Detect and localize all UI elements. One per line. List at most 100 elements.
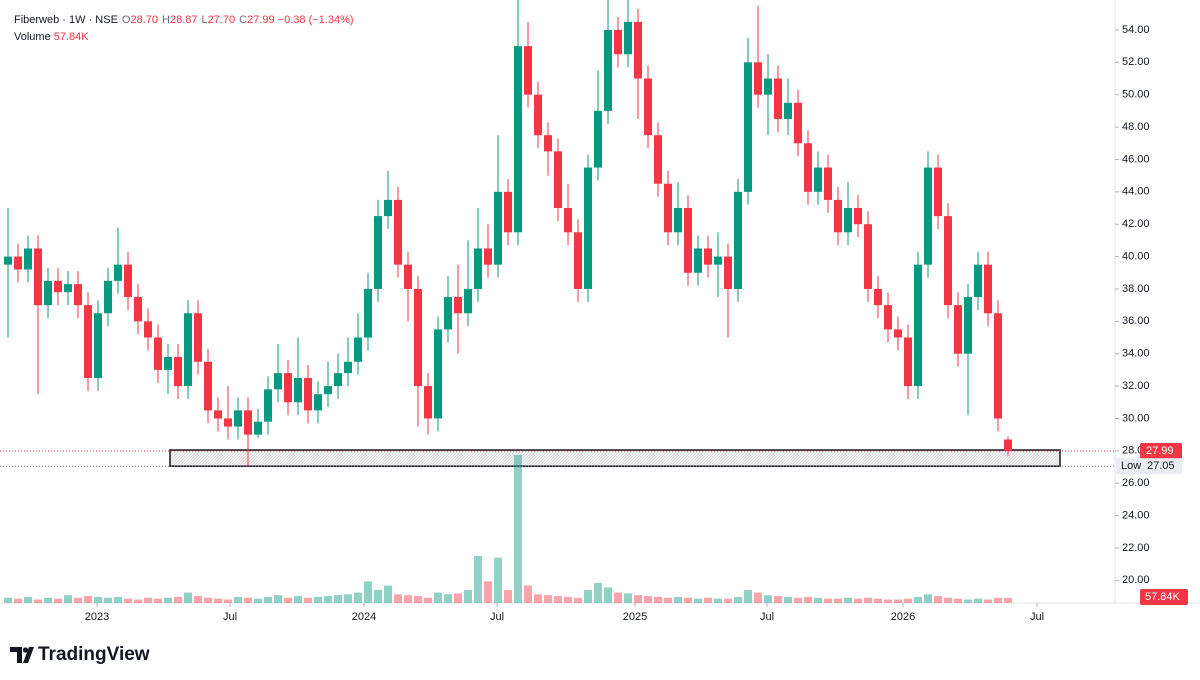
volume-bar <box>844 597 852 603</box>
candle-body <box>644 78 652 136</box>
volume-bar <box>284 597 292 603</box>
volume-bar <box>404 595 412 603</box>
volume-bar <box>424 597 432 603</box>
logo-dot <box>22 647 29 653</box>
volume-bar <box>194 596 202 603</box>
candle-body <box>534 94 542 136</box>
candle-body <box>204 361 212 411</box>
ohlc-key: L <box>201 14 208 26</box>
volume-bar <box>484 581 492 603</box>
candle-body <box>324 386 332 395</box>
volume-bar <box>564 596 572 603</box>
candle-body <box>774 78 782 119</box>
volume-bar <box>724 598 732 603</box>
volume-bar <box>704 597 712 603</box>
candle-body <box>244 410 252 435</box>
volume-bar <box>444 594 452 603</box>
volume-bar <box>514 455 522 603</box>
candle-body <box>634 21 642 79</box>
candle-body <box>734 191 742 289</box>
volume-bar <box>474 555 482 603</box>
candle-body <box>694 248 702 273</box>
ohlc-key: C <box>239 14 248 26</box>
candle-body <box>394 199 402 265</box>
candle-body <box>564 208 572 233</box>
candle-body <box>824 167 832 200</box>
volume-bar <box>804 596 812 603</box>
volume-bar <box>934 596 942 603</box>
candle-body <box>754 62 762 95</box>
candle-body <box>434 329 442 419</box>
volume-bar <box>264 596 272 603</box>
candle-body <box>44 280 52 306</box>
volume-bar <box>124 598 132 603</box>
volume-bar <box>354 592 362 603</box>
y-tick-label: 52.00 <box>1122 56 1150 68</box>
volume-bar <box>154 598 162 603</box>
y-tick-label: 36.00 <box>1122 315 1150 327</box>
ohlc-value: 28.70 <box>130 14 159 26</box>
volume-bar <box>774 596 782 603</box>
candle-body <box>554 151 562 209</box>
candle-body <box>364 288 372 338</box>
y-tick-label: 44.00 <box>1122 186 1150 198</box>
y-tick-label: 26.00 <box>1122 477 1150 489</box>
volume-bar <box>374 589 382 603</box>
volume-bar <box>134 599 142 603</box>
volume-bar <box>494 557 502 603</box>
volume-bar <box>974 598 982 603</box>
volume-bar <box>714 598 722 603</box>
candle-body <box>254 421 262 435</box>
volume-badge <box>1140 589 1188 605</box>
low-badge <box>1116 458 1182 475</box>
volume-bar <box>924 594 932 603</box>
volume-bar <box>744 589 752 603</box>
volume-bar <box>814 597 822 603</box>
volume-row: Volume 57.84K <box>14 29 354 46</box>
volume-bar <box>574 597 582 603</box>
volume-bar <box>274 595 282 603</box>
volume-bar <box>864 597 872 603</box>
volume-bar <box>994 597 1002 603</box>
x-tick-label: 2025 <box>623 611 647 623</box>
candle-body <box>314 394 322 411</box>
volume-bar <box>64 595 72 603</box>
candle-body <box>424 386 432 419</box>
candle-body <box>764 78 772 95</box>
volume-bar <box>314 596 322 603</box>
candle-body <box>414 288 422 387</box>
zone <box>169 449 1061 467</box>
candle-body <box>914 264 922 387</box>
candle-body <box>1004 439 1012 451</box>
candle-body <box>214 410 222 419</box>
volume-bar <box>634 595 642 603</box>
candle-body <box>994 313 1002 419</box>
last-price-badge <box>1140 442 1182 459</box>
candle-body <box>74 284 82 306</box>
candle-body <box>884 305 892 330</box>
volume-bar <box>184 592 192 603</box>
volume-bar <box>34 599 42 603</box>
volume-bar <box>94 596 102 603</box>
volume-bar <box>454 593 462 603</box>
candle-body <box>94 313 102 378</box>
candle-body <box>274 373 282 390</box>
volume-bar <box>894 599 902 603</box>
volume-bar <box>504 589 512 603</box>
volume-bar <box>14 598 22 603</box>
candle-body <box>384 199 392 217</box>
volume-bar <box>834 598 842 603</box>
volume-bar <box>294 596 302 603</box>
volume-bar <box>224 599 232 603</box>
volume-bar <box>964 599 972 603</box>
volume-bar <box>334 595 342 603</box>
candle-body <box>794 102 802 144</box>
volume-bar <box>554 596 562 603</box>
volume-bar <box>104 597 112 603</box>
candle-body <box>974 264 982 298</box>
candle-body <box>864 224 872 289</box>
candle-body <box>544 135 552 152</box>
candle-body <box>144 321 152 338</box>
candle-body <box>504 191 512 233</box>
volume-bar <box>904 598 912 603</box>
